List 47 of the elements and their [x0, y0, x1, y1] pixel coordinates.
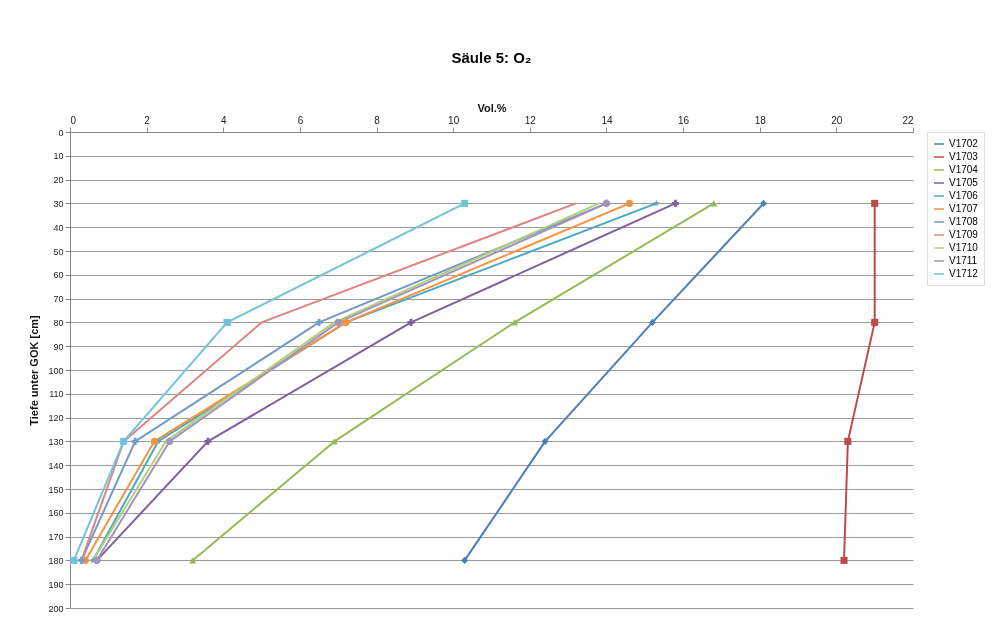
x-tick-label: 0: [70, 114, 77, 126]
y-tick-label: 110: [49, 389, 64, 400]
chart-title: Säule 5: O₂: [451, 49, 532, 66]
x-tick-label: 10: [448, 114, 460, 126]
x-tick-label: 22: [902, 114, 914, 126]
legend-label: V1707: [949, 203, 979, 214]
y-tick-label: 20: [53, 175, 64, 186]
y-tick-label: 60: [53, 270, 64, 281]
legend-label: V1709: [949, 229, 979, 240]
x-axis-title: Vol.%: [477, 101, 507, 114]
y-tick-label: 30: [53, 198, 64, 209]
x-tick-label: 12: [524, 114, 537, 126]
y-tick-label: 90: [53, 341, 64, 352]
y-tick-label: 140: [48, 460, 64, 471]
x-tick-label: 20: [831, 114, 843, 126]
y-tick-label: 200: [48, 603, 64, 614]
legend-label: V1703: [949, 151, 979, 162]
y-tick-label: 160: [48, 508, 64, 519]
y-tick-label: 0: [58, 127, 64, 138]
x-tick-label: 14: [601, 114, 613, 126]
y-axis-title: Tiefe unter GOK [cm]: [28, 314, 41, 426]
y-tick-label: 80: [53, 317, 64, 328]
y-tick-label: 190: [48, 579, 64, 590]
x-tick-label: 4: [220, 114, 227, 126]
legend-label: V1708: [949, 216, 979, 227]
legend-label: V1706: [949, 190, 979, 201]
y-tick-label: 100: [48, 365, 64, 376]
x-tick-label: 16: [678, 114, 690, 126]
x-tick-label: 2: [144, 114, 151, 126]
legend-label: V1710: [949, 242, 979, 253]
legend-label: V1702: [949, 138, 979, 149]
legend-label: V1711: [949, 255, 978, 266]
y-tick-label: 70: [53, 294, 64, 305]
y-tick-label: 180: [48, 555, 64, 566]
legend-label: V1704: [949, 164, 979, 175]
y-tick-label: 170: [48, 532, 64, 543]
y-tick-label: 40: [53, 222, 64, 233]
y-tick-label: 10: [53, 151, 64, 162]
legend-label: V1705: [949, 177, 979, 188]
y-tick-label: 50: [53, 246, 64, 257]
y-tick-label: 130: [48, 436, 64, 447]
x-tick-label: 18: [754, 114, 767, 126]
x-tick-label: 6: [297, 114, 304, 126]
y-tick-label: 120: [48, 413, 64, 424]
x-tick-label: 8: [374, 114, 381, 126]
legend-label: V1712: [949, 268, 979, 279]
y-tick-label: 150: [48, 484, 64, 495]
